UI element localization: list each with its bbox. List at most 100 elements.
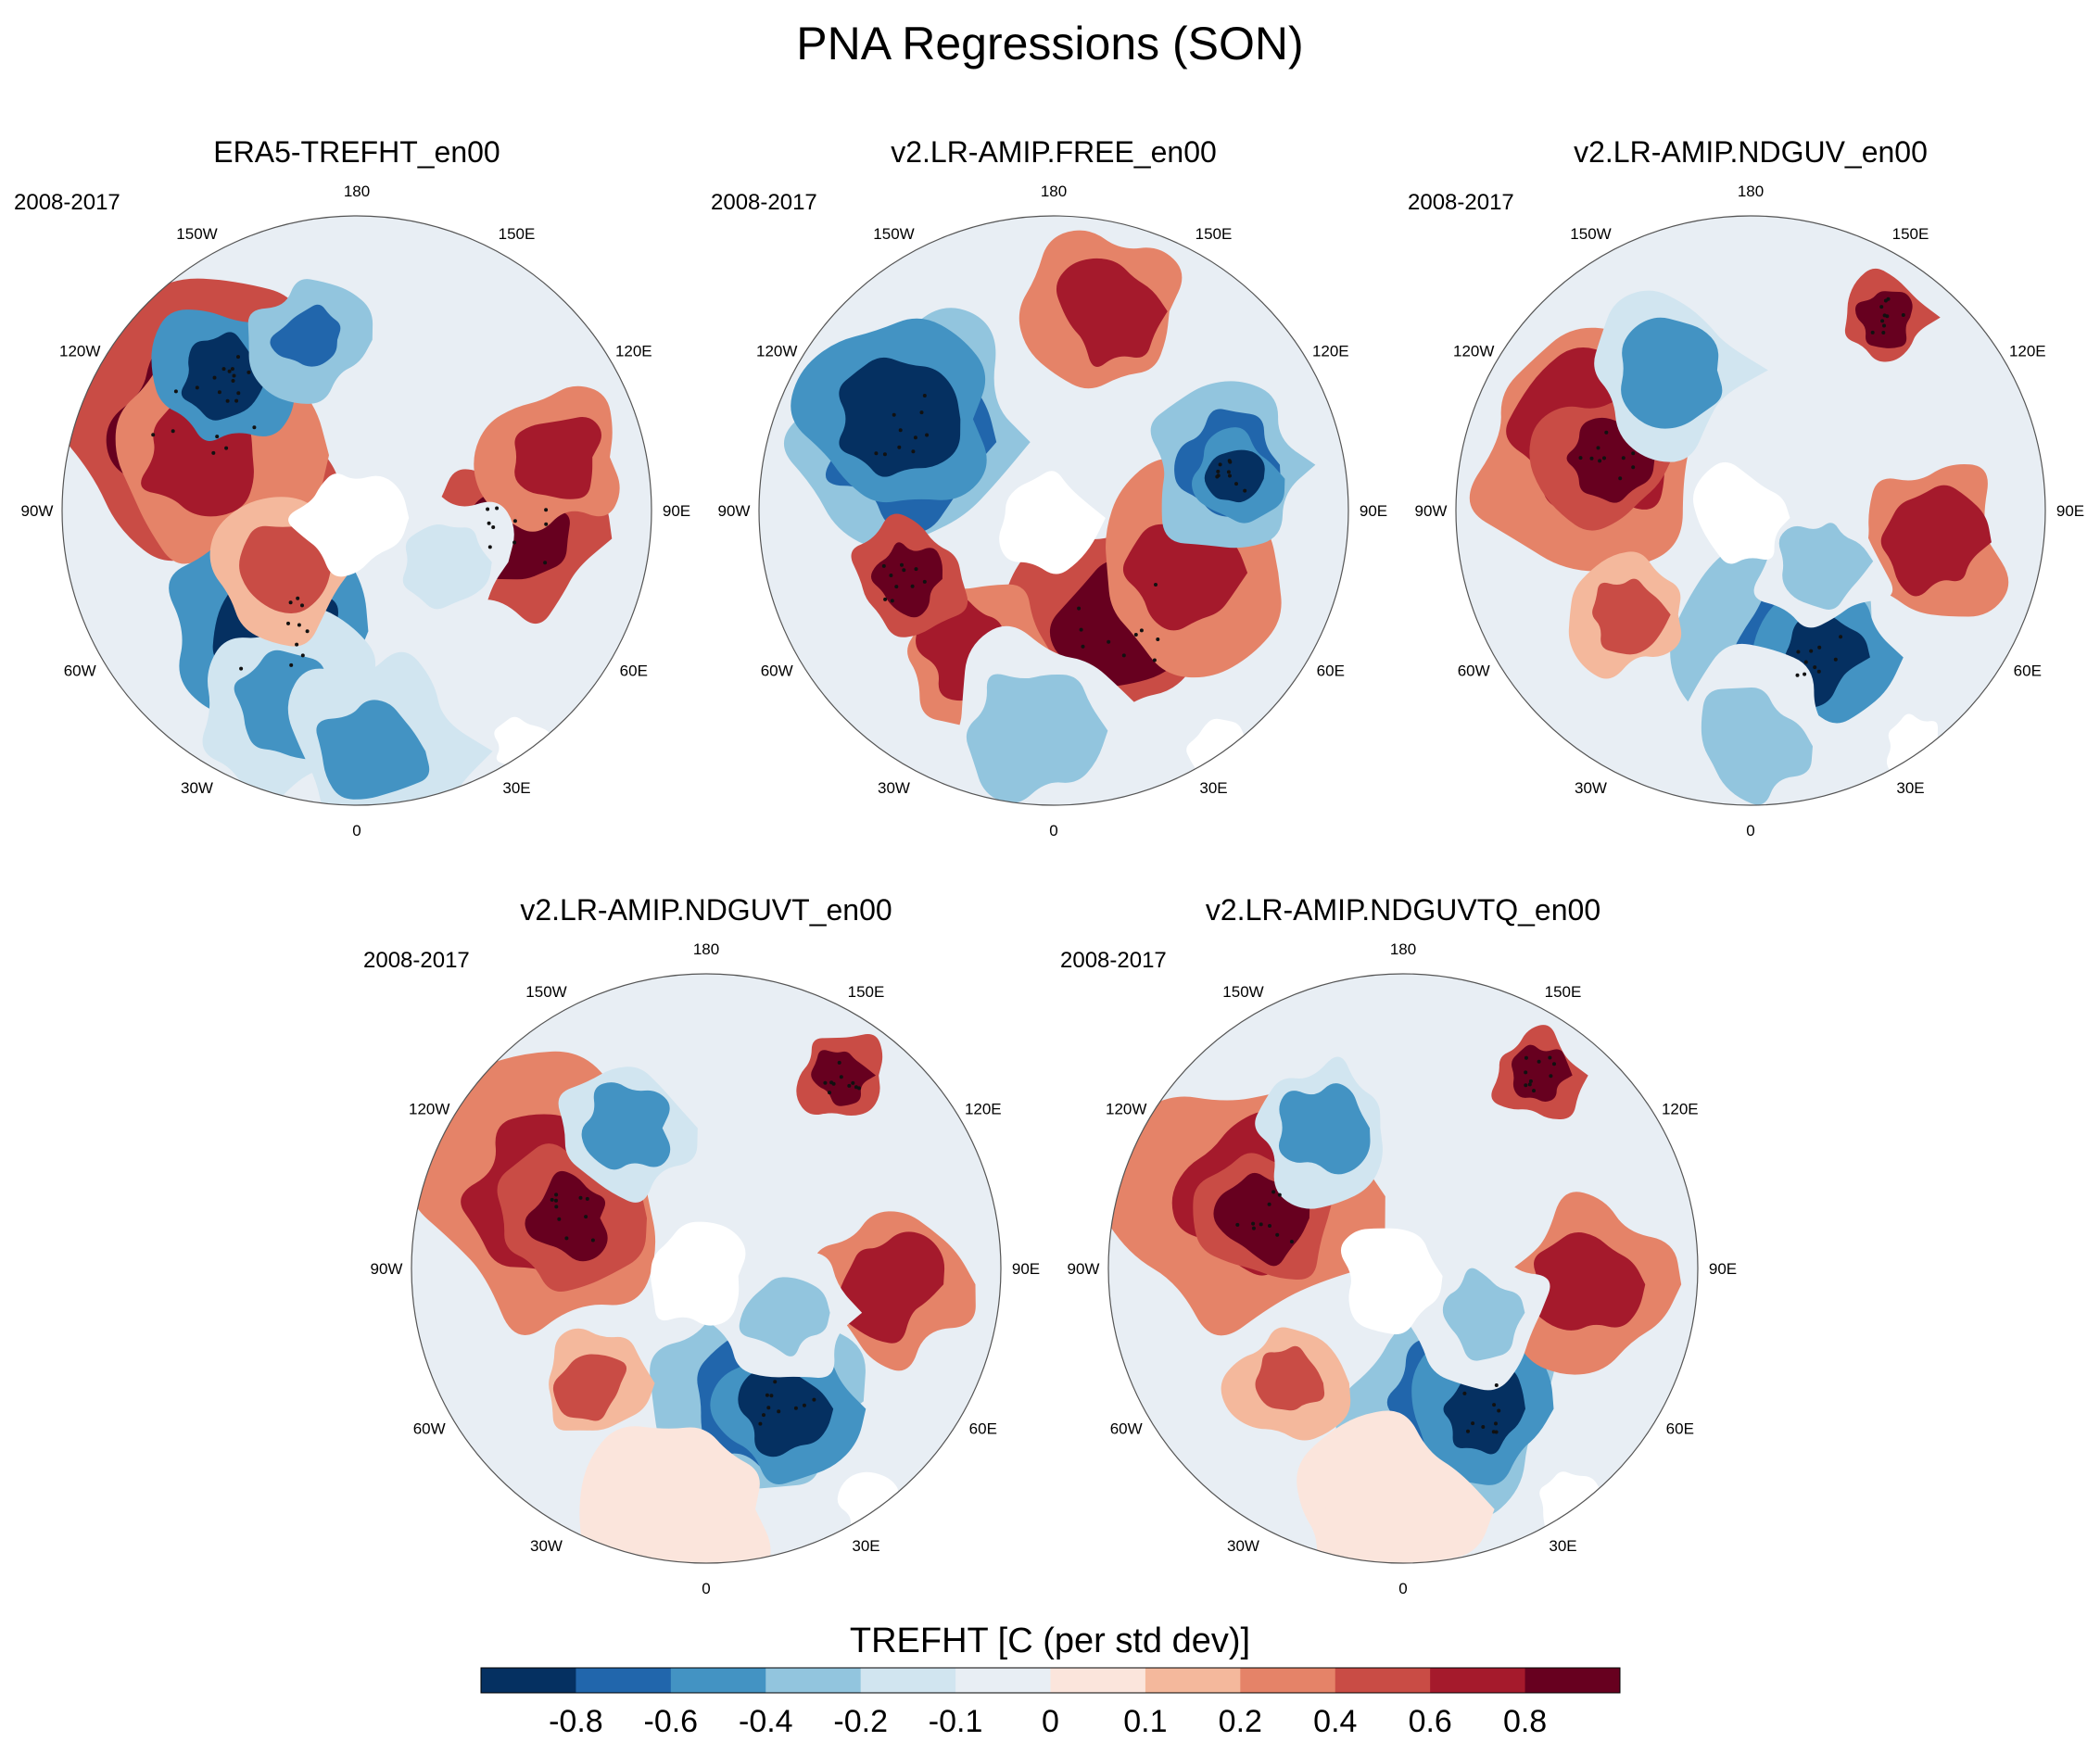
anomaly-core [239,525,335,613]
longitude-label: 0 [702,1580,710,1597]
longitude-label: 60E [1317,662,1345,680]
stipple-dot [1527,1082,1532,1087]
stipple-dot [231,379,235,383]
longitude-label: 0 [352,822,361,839]
significance-stipple [1235,1055,1556,1434]
stipple-dot [590,1238,595,1243]
longitude-label: 90E [1709,1260,1737,1278]
colorbar-tick-label: -0.4 [739,1704,793,1739]
stipple-dot [1598,459,1602,463]
stipple-dot [1471,1421,1475,1426]
longitude-label: 120E [1312,343,1349,360]
colorbar-tick-label: 0 [1042,1704,1059,1739]
anomaly-core [1701,687,1813,805]
stipple-dot [1883,298,1888,303]
longitude-label: 120W [1453,343,1494,360]
longitude-label: 180 [1738,183,1764,200]
stipple-dot [837,1060,841,1065]
stipple-dot [236,355,240,360]
longitude-label: 30E [502,779,530,797]
anomaly-core [552,1354,627,1421]
stipple-dot [1081,644,1085,649]
stipple-dot [898,428,903,433]
anomaly-core [1056,258,1168,368]
stipple-dot [1813,665,1817,670]
stipple-dot [1796,650,1801,654]
stipple-dot [1243,488,1247,493]
longitude-label: 150W [176,225,217,243]
stipple-dot [889,574,893,577]
stipple-dot [295,642,299,647]
longitude-label: 0 [1746,822,1754,839]
longitude-label: 90E [663,502,690,520]
stipple-dot [1803,672,1807,676]
stipple-dot [793,1406,798,1410]
stipple-dot [236,391,241,396]
colorbar-swatch [765,1668,862,1693]
stipple-dot [1881,331,1886,334]
stipple-dot [495,506,500,511]
stipple-dot [882,452,887,457]
stipple-dot [758,1421,763,1426]
colorbar-swatch [670,1668,766,1693]
longitude-label: 150E [499,225,536,243]
longitude-label: 60W [1110,1420,1143,1438]
stipple-dot [232,373,236,378]
contour-field [1456,216,2045,805]
anomaly-core [316,700,430,800]
stipple-dot [1816,669,1821,674]
map-boundary [1455,215,2046,806]
panels: ERA5-TREFHT_en00 2008-2017 180 150E 120E 90E 6… [14,135,2084,1597]
stipple-dot [578,1195,583,1200]
colorbar-swatch [1430,1668,1526,1693]
significance-stipple [1578,297,1905,677]
longitude-label: 90W [718,502,751,520]
stipple-dot [1552,1062,1556,1066]
longitude-label: 90W [1068,1260,1100,1278]
stipple-dot [1462,1391,1467,1395]
stipple-dot [1267,1202,1271,1206]
longitude-label: 60E [2014,662,2042,680]
contour-field [62,216,652,805]
longitude-label: 90W [21,502,54,520]
longitude-label: 30E [1896,779,1924,797]
colorbar-swatch [1050,1668,1146,1693]
stipple-dot [823,1080,828,1085]
stipple-dot [1133,633,1138,637]
anomaly-core [581,1082,671,1170]
longitude-label: 150W [1570,225,1611,243]
arctic-ocean-mask [651,1221,746,1326]
longitude-label: 30E [1199,779,1227,797]
stipple-dot [894,585,899,589]
longitude-label: 0 [1049,822,1057,839]
stipple-dot [288,600,293,605]
contour-field [411,974,1001,1563]
stipple-dot [543,561,548,565]
stipple-dot [1235,1222,1240,1227]
stipple-dot [212,375,217,380]
colorbar-swatch [860,1668,956,1693]
anomaly-core [1778,523,1874,610]
stipple-dot [1578,456,1583,461]
arctic-ocean-mask [1692,461,1790,564]
stipple-dot [1803,660,1808,664]
stipple-dot [1121,653,1126,658]
colorbar-tick-label: -0.8 [549,1704,603,1739]
anomaly-core [811,1050,876,1106]
stipple-dot [1156,637,1160,641]
longitude-label: 120W [59,343,100,360]
colorbar-tick-label: 0.2 [1219,1704,1262,1739]
anomaly-core [836,1231,945,1344]
stipple-dot [1817,645,1822,650]
longitude-label: 60W [413,1420,446,1438]
stipple-dot [1548,1055,1552,1060]
longitude-label: 180 [1390,940,1416,958]
stipple-dot [1271,1190,1276,1194]
anomaly-core [270,304,341,367]
stipple-dot [305,629,310,634]
stipple-dot [491,525,496,529]
stipple-dot [890,599,894,603]
longitude-label: 90E [1012,1260,1040,1278]
stipple-dot [227,369,232,373]
anomaly-core [870,542,943,618]
